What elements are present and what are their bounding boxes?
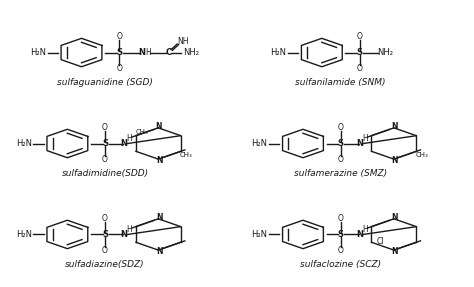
Text: O: O <box>338 155 344 164</box>
Text: CH₃: CH₃ <box>135 129 148 135</box>
Text: H: H <box>127 134 132 143</box>
Text: O: O <box>356 64 363 73</box>
Text: N: N <box>392 213 398 222</box>
Text: Cl: Cl <box>376 237 384 246</box>
Text: O: O <box>116 32 122 41</box>
Text: CH₃: CH₃ <box>416 152 428 158</box>
Text: sulfanilamide (SNM): sulfanilamide (SNM) <box>295 78 386 87</box>
Text: N: N <box>156 213 163 222</box>
Text: N: N <box>120 139 128 148</box>
Text: S: S <box>102 230 108 239</box>
Text: S: S <box>102 139 108 148</box>
Text: O: O <box>116 64 122 73</box>
Text: S: S <box>337 230 344 239</box>
Text: sulfaclozine (SCZ): sulfaclozine (SCZ) <box>300 260 381 269</box>
Text: O: O <box>102 246 108 255</box>
Text: N: N <box>392 247 398 256</box>
Text: sulfadiazine(SDZ): sulfadiazine(SDZ) <box>65 260 145 269</box>
Text: H: H <box>145 48 151 57</box>
Text: O: O <box>338 123 344 132</box>
Text: sulfaguanidine (SGD): sulfaguanidine (SGD) <box>57 78 153 87</box>
Text: sulfamerazine (SMZ): sulfamerazine (SMZ) <box>294 169 387 178</box>
Text: H₂N: H₂N <box>30 48 46 57</box>
Text: NH₂: NH₂ <box>377 48 393 57</box>
Text: H: H <box>127 225 132 234</box>
Text: H₂N: H₂N <box>16 139 32 148</box>
Text: N: N <box>156 247 163 256</box>
Text: H₂N: H₂N <box>16 230 32 239</box>
Text: H₂N: H₂N <box>252 230 268 239</box>
Text: N: N <box>155 122 162 131</box>
Text: N: N <box>138 48 145 57</box>
Text: N: N <box>356 139 363 148</box>
Text: sulfadimidine(SDD): sulfadimidine(SDD) <box>62 169 149 178</box>
Text: N: N <box>120 230 128 239</box>
Text: S: S <box>356 48 363 57</box>
Text: N: N <box>356 230 363 239</box>
Text: N: N <box>392 122 398 131</box>
Text: O: O <box>102 123 108 132</box>
Text: NH₂: NH₂ <box>183 48 199 57</box>
Text: O: O <box>338 214 344 223</box>
Text: O: O <box>102 155 108 164</box>
Text: H₂N: H₂N <box>271 48 286 57</box>
Text: O: O <box>338 246 344 255</box>
Text: S: S <box>337 139 344 148</box>
Text: N: N <box>392 156 398 165</box>
Text: S: S <box>116 48 122 57</box>
Text: H: H <box>362 134 368 143</box>
Text: H: H <box>362 225 368 234</box>
Text: CH₃: CH₃ <box>180 152 193 158</box>
Text: O: O <box>356 32 363 41</box>
Text: O: O <box>102 214 108 223</box>
Text: C: C <box>165 48 172 57</box>
Text: NH: NH <box>177 37 189 46</box>
Text: N: N <box>156 156 163 165</box>
Text: H₂N: H₂N <box>252 139 268 148</box>
